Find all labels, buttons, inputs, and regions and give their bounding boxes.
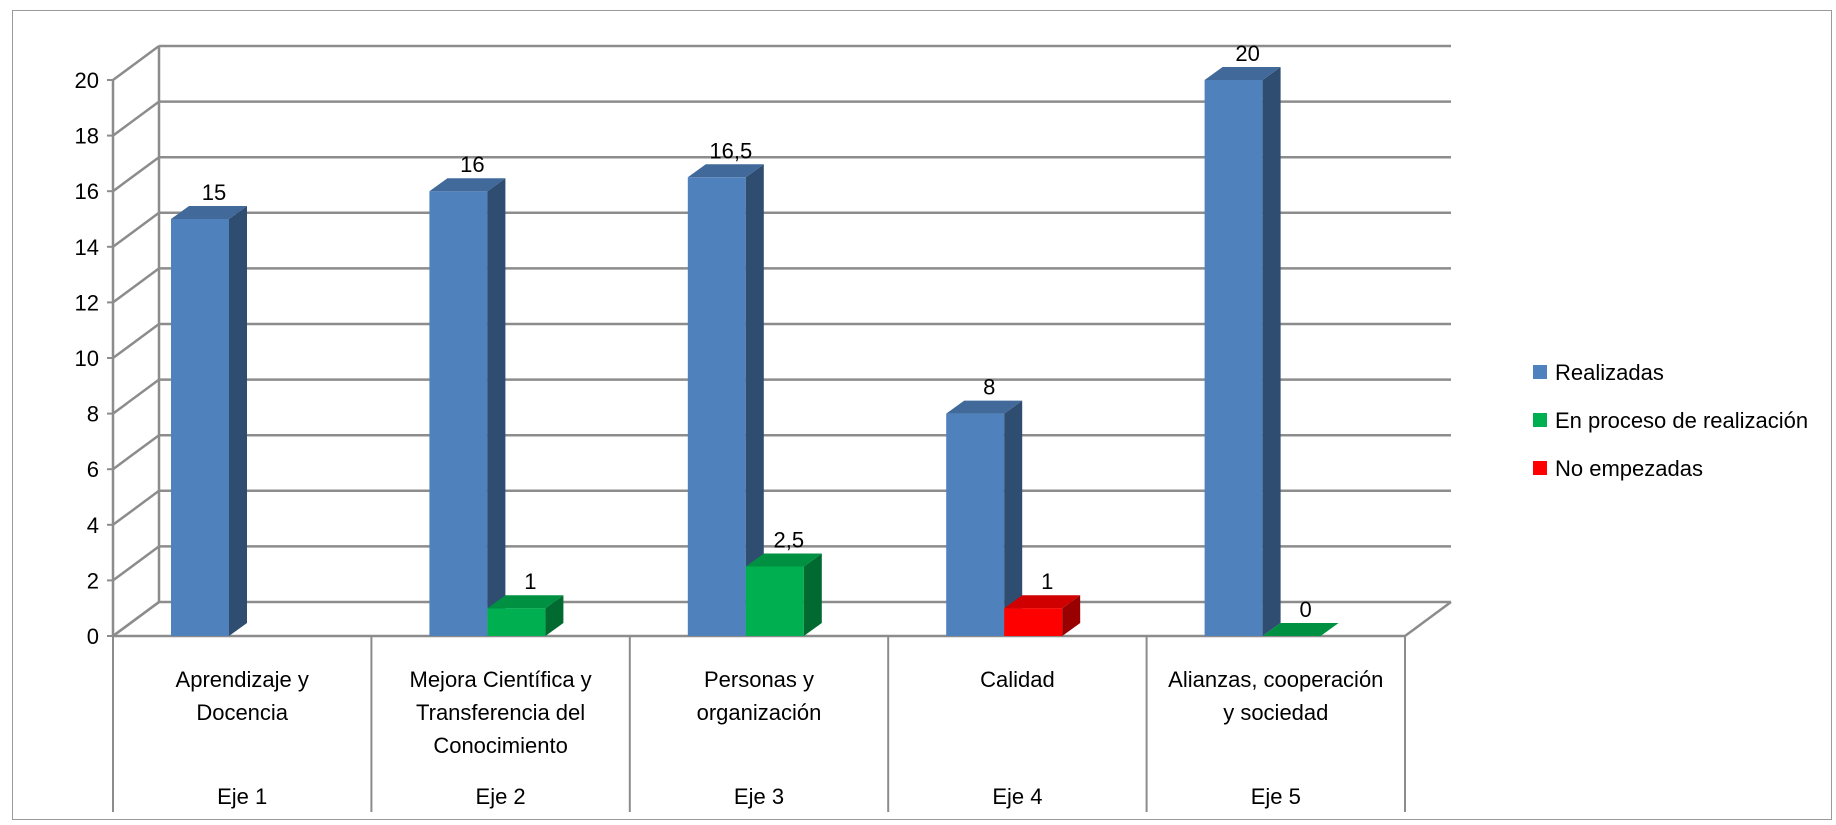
data-labels: 15 16 1 16,5 2,5 8 1 20 0 <box>202 41 1312 622</box>
bar-top-face <box>1204 67 1281 80</box>
bar-side-face <box>1004 400 1023 636</box>
gridline-side <box>112 211 160 248</box>
x-tick-label: Mejora Científica y <box>410 667 592 692</box>
y-tick-label: 18 <box>75 124 99 149</box>
bar-top-face <box>487 595 564 609</box>
floor-right-edge <box>1404 600 1452 638</box>
data-label: 1 <box>524 569 536 594</box>
x-group-label: Eje 4 <box>992 784 1042 809</box>
data-label: 16 <box>460 152 484 177</box>
legend-label: No empezadas <box>1555 456 1703 481</box>
bar[interactable] <box>1262 623 1339 636</box>
bar-side-face <box>487 178 506 636</box>
x-group-label: Eje 2 <box>476 784 526 809</box>
legend-swatch <box>1533 461 1547 475</box>
x-tick-label: Conocimiento <box>433 733 568 758</box>
bar-side-face <box>229 206 247 636</box>
legend-swatch <box>1533 365 1547 379</box>
bar-front-face <box>946 413 1005 636</box>
gridline-side <box>112 434 160 471</box>
data-label: 20 <box>1235 41 1259 66</box>
bar[interactable] <box>487 595 564 636</box>
bar-front-face <box>487 608 546 636</box>
legend-label: En proceso de realización <box>1555 408 1808 433</box>
x-tick-label: y sociedad <box>1223 700 1328 725</box>
bar[interactable] <box>745 553 822 637</box>
y-tick-label: 4 <box>87 513 99 538</box>
y-tick-label: 6 <box>87 457 99 482</box>
bar-side-face <box>1262 67 1281 636</box>
data-label: 8 <box>983 375 995 400</box>
bar-top-face <box>171 206 247 219</box>
bar-side-face <box>803 553 822 636</box>
chart-frame <box>12 10 1832 820</box>
x-tick-label: Aprendizaje y <box>176 667 309 692</box>
x-tick-label: organización <box>697 700 822 725</box>
y-tick-label: 16 <box>75 179 99 204</box>
y-tick-label: 0 <box>87 624 99 649</box>
gridline-side <box>112 44 160 82</box>
y-tick-label: 20 <box>75 68 99 93</box>
gridline-side <box>112 378 160 415</box>
bars <box>171 67 1339 637</box>
bar-top-face <box>1262 623 1339 636</box>
category-axis: Aprendizaje y Docencia Eje 1 Mejora Científ… <box>112 636 1406 812</box>
bar-side-face <box>545 595 564 636</box>
x-tick-label: Personas y <box>704 667 814 692</box>
bar-front-face <box>171 219 229 636</box>
gridline-side <box>112 489 160 526</box>
x-tick-label: Alianzas, cooperación <box>1168 667 1383 692</box>
y-tick-label: 8 <box>87 402 99 427</box>
x-group-label: Eje 3 <box>734 784 784 809</box>
legend: Realizadas En proceso de realización No em… <box>1533 360 1808 481</box>
gridline-side <box>112 545 160 582</box>
gridline-side <box>112 267 160 304</box>
y-tick-label: 10 <box>75 346 99 371</box>
bar-front-face <box>687 177 746 637</box>
bar[interactable] <box>687 164 764 637</box>
bar-front-face <box>745 566 804 636</box>
bar[interactable] <box>1204 67 1281 636</box>
bar-top-face <box>745 553 822 567</box>
x-group-label: Eje 1 <box>217 784 267 809</box>
bar-front-face <box>1204 80 1263 636</box>
bar-top-face <box>946 400 1023 414</box>
gridline-side <box>112 156 160 193</box>
x-tick-label: Calidad <box>980 667 1055 692</box>
x-tick-label: Transferencia del <box>416 700 585 725</box>
bar[interactable] <box>429 178 506 636</box>
gridline-side <box>112 100 160 137</box>
y-tick-label: 12 <box>75 290 99 315</box>
gridline-side <box>112 322 160 360</box>
bar-front-face <box>429 191 488 636</box>
legend-swatch <box>1533 413 1547 427</box>
y-tick-label: 2 <box>87 568 99 593</box>
bar-top-face <box>1004 595 1081 609</box>
bar-top-face <box>429 178 506 192</box>
legend-label: Realizadas <box>1555 360 1664 385</box>
data-label: 15 <box>202 180 226 205</box>
y-tick-label: 14 <box>75 235 99 260</box>
data-label: 1 <box>1041 569 1053 594</box>
data-label: 2,5 <box>774 528 805 553</box>
bar-front-face <box>1004 608 1063 636</box>
y-axis-tick-labels: 0 2 4 6 8 10 12 14 16 18 20 <box>75 68 99 649</box>
x-tick-label: Docencia <box>196 700 288 725</box>
gridline-side <box>112 600 160 638</box>
bar-side-face <box>745 164 764 637</box>
bar-top-face <box>687 164 764 178</box>
data-label: 16,5 <box>709 138 752 163</box>
x-group-label: Eje 5 <box>1251 784 1301 809</box>
bar-side-face <box>1062 595 1081 636</box>
bar[interactable] <box>171 206 247 636</box>
bar[interactable] <box>946 400 1023 636</box>
data-label: 0 <box>1299 597 1311 622</box>
bar[interactable] <box>1004 595 1081 636</box>
